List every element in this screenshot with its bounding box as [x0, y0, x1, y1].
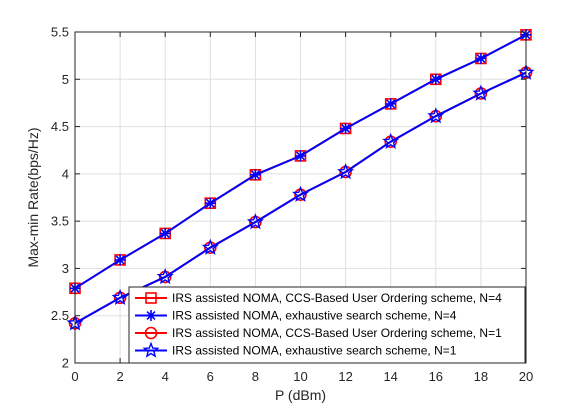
legend-entry: IRS assisted NOMA, exhaustive search sch…	[135, 309, 457, 323]
asterisk-marker	[430, 73, 442, 85]
x-axis-title: P (dBm)	[275, 387, 326, 403]
y-tick-label: 5.5	[51, 25, 69, 40]
legend-label: IRS assisted NOMA, CCS-Based User Orderi…	[172, 291, 502, 305]
x-tick-label: 8	[252, 369, 259, 384]
x-tick-label: 2	[116, 369, 123, 384]
asterisk-marker	[159, 227, 171, 239]
legend-box	[128, 286, 526, 364]
y-axis-title: Max-min Rate(bps/Hz)	[25, 127, 41, 267]
asterisk-marker	[204, 197, 216, 209]
legend-label: IRS assisted NOMA, exhaustive search sch…	[172, 344, 457, 358]
x-tick-label: 4	[162, 369, 169, 384]
asterisk-marker	[114, 254, 126, 266]
star-marker	[382, 132, 400, 149]
legend-entry: IRS assisted NOMA, CCS-Based User Orderi…	[135, 291, 502, 305]
x-tick-label: 6	[207, 369, 214, 384]
asterisk-marker	[340, 122, 352, 134]
y-tick-label: 5	[62, 72, 69, 87]
y-tick-label: 4.5	[51, 119, 69, 134]
asterisk-marker	[475, 52, 487, 64]
star-marker	[291, 185, 310, 202]
x-tick-label: 12	[338, 369, 352, 384]
asterisk-marker	[295, 150, 306, 162]
legend-label: IRS assisted NOMA, CCS-Based User Orderi…	[172, 326, 502, 340]
legend-entry: IRS assisted NOMA, exhaustive search sch…	[135, 341, 457, 358]
y-tick-label: 2.5	[51, 308, 69, 323]
asterisk-marker	[385, 98, 397, 110]
series-4	[66, 63, 535, 331]
star-marker	[201, 238, 219, 255]
star-marker	[111, 288, 129, 305]
y-tick-label: 3	[62, 261, 69, 276]
star-marker	[337, 163, 355, 180]
x-tick-label: 0	[71, 369, 78, 384]
series-line	[74, 71, 527, 325]
legend: IRS assisted NOMA, CCS-Based User Orderi…	[128, 286, 526, 364]
x-tick-label: 16	[429, 369, 443, 384]
legend-asterisk-marker	[145, 310, 157, 321]
star-marker	[246, 213, 264, 230]
legend-entry: IRS assisted NOMA, CCS-Based User Orderi…	[135, 326, 502, 340]
star-marker	[156, 267, 174, 285]
x-tick-label: 14	[383, 369, 397, 384]
x-tick-label: 10	[293, 369, 307, 384]
y-tick-label: 4	[62, 166, 69, 181]
asterisk-marker	[249, 169, 261, 181]
star-marker	[427, 107, 445, 124]
legend-star-marker	[142, 341, 160, 358]
y-tick-label: 3.5	[51, 214, 69, 229]
legend-circle-marker	[144, 326, 158, 340]
x-tick-label: 20	[519, 369, 533, 384]
star-marker	[472, 84, 490, 101]
x-tick-label: 18	[474, 369, 488, 384]
legend-label: IRS assisted NOMA, exhaustive search sch…	[172, 309, 457, 323]
legend-square-marker	[145, 292, 157, 304]
y-tick-label: 2	[62, 356, 69, 371]
